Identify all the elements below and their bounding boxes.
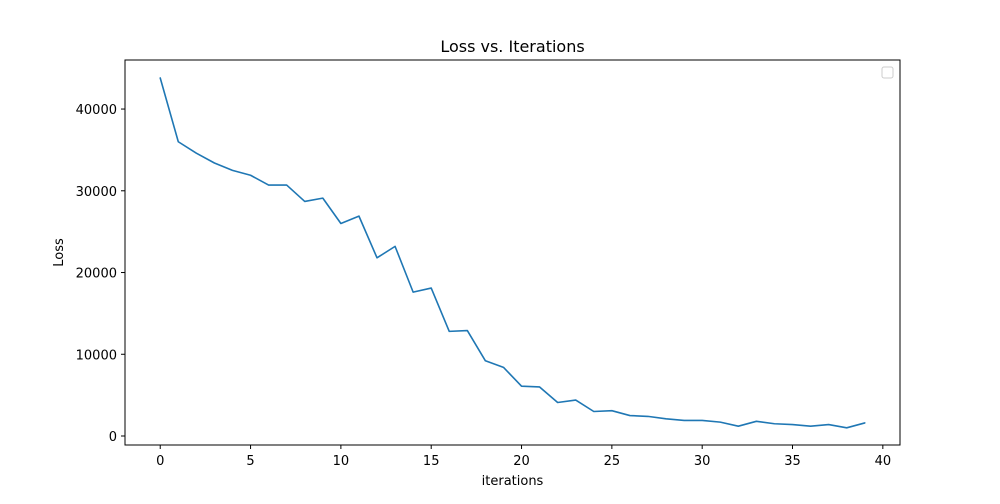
x-axis-ticks: 0 5 10 15 20 25 30 35 40 bbox=[156, 445, 891, 469]
y-tick-label: 0 bbox=[109, 430, 117, 445]
x-tick-label: 25 bbox=[604, 454, 621, 469]
y-tick-label: 10000 bbox=[76, 348, 117, 363]
x-tick-label: 35 bbox=[784, 454, 801, 469]
x-axis-label: iterations bbox=[482, 474, 544, 489]
chart-title: Loss vs. Iterations bbox=[440, 37, 584, 56]
x-tick-label: 40 bbox=[875, 454, 892, 469]
y-axis-ticks: 0 10000 20000 30000 40000 bbox=[76, 103, 125, 445]
y-tick-label: 20000 bbox=[76, 267, 117, 282]
x-tick-label: 5 bbox=[246, 454, 254, 469]
y-tick-label: 30000 bbox=[76, 185, 117, 200]
x-tick-label: 15 bbox=[423, 454, 440, 469]
plot-area bbox=[124, 59, 901, 446]
series-line bbox=[159, 77, 866, 429]
x-tick-label: 10 bbox=[333, 454, 350, 469]
x-tick-label: 30 bbox=[694, 454, 711, 469]
axes-frame bbox=[124, 59, 901, 446]
x-tick-label: 0 bbox=[156, 454, 164, 469]
legend-box bbox=[881, 66, 894, 79]
series-layer bbox=[159, 77, 866, 429]
x-tick-label: 20 bbox=[513, 454, 530, 469]
y-tick-label: 40000 bbox=[76, 103, 117, 118]
y-axis-label: Loss bbox=[52, 238, 67, 267]
